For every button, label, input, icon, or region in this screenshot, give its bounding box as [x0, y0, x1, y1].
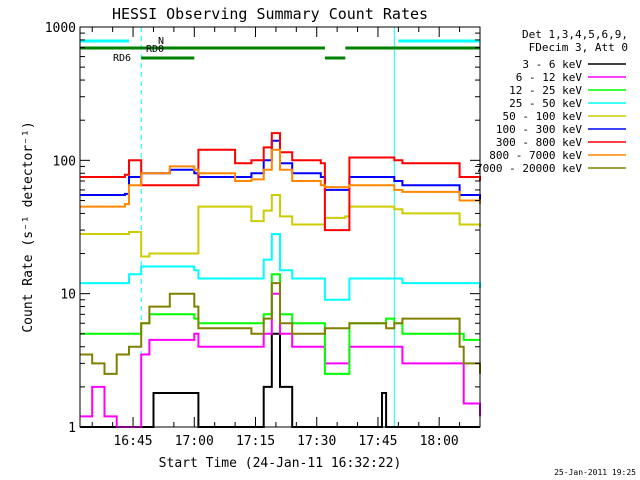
y-tick-label-2: 100 [53, 154, 76, 169]
legend-label-2: 12 - 25 keV [509, 84, 582, 97]
chart-title: HESSI Observing Summary Count Rates [112, 5, 428, 23]
x-tick-label-4: 17:45 [358, 434, 397, 449]
legend-header-0: Det 1,3,4,5,6,9, [522, 28, 628, 41]
legend-label-4: 50 - 100 keV [503, 110, 583, 123]
x-tick-label-3: 17:30 [297, 434, 336, 449]
legend-header-1: FDecim 3, Att 0 [529, 41, 628, 54]
series-line-6 [80, 132, 481, 232]
legend-label-1: 6 - 12 keV [516, 71, 583, 84]
y-axis-label: Count Rate (s⁻¹ detector⁻¹) [21, 121, 36, 332]
y-tick-label-3: 1000 [45, 21, 76, 36]
legend-label-5: 100 - 300 keV [496, 123, 582, 136]
y-tick-label-1: 10 [60, 288, 76, 303]
flag-label-rd6: RD6 [113, 53, 131, 64]
series-line-4 [80, 194, 481, 258]
legend-label-0: 3 - 6 keV [522, 58, 582, 71]
series-line-3 [80, 233, 481, 301]
x-tick-label-2: 17:15 [236, 434, 275, 449]
legend: Det 1,3,4,5,6,9,FDecim 3, Att 0 3 - 6 keV… [476, 28, 628, 175]
x-tick-label-5: 18:00 [420, 434, 459, 449]
flag-label-rd0: RD0 [146, 44, 164, 55]
legend-label-3: 25 - 50 keV [509, 97, 582, 110]
legend-label-7: 800 - 7000 keV [489, 149, 582, 162]
plot-frame [79, 26, 481, 428]
series-line-0 [80, 332, 480, 428]
x-tick-label-1: 17:00 [175, 434, 214, 449]
x-tick-label-0: 16:45 [113, 434, 152, 449]
y-tick-label-0: 1 [68, 421, 76, 436]
axes: 1 10 100 1000 16:45 17:00 17:15 17:30 17:45 18:00 [45, 21, 480, 449]
series-line-8 [80, 282, 481, 375]
flag-label-n: N [158, 36, 164, 47]
x-axis-label: Start Time (24-Jan-11 16:32:22) [159, 456, 402, 471]
footer-timestamp: 25-Jan-2011 19:25 [554, 468, 636, 477]
series-line-7 [80, 148, 481, 208]
legend-label-8: 7000 - 20000 keV [476, 162, 582, 175]
legend-label-6: 300 - 800 keV [496, 136, 582, 149]
